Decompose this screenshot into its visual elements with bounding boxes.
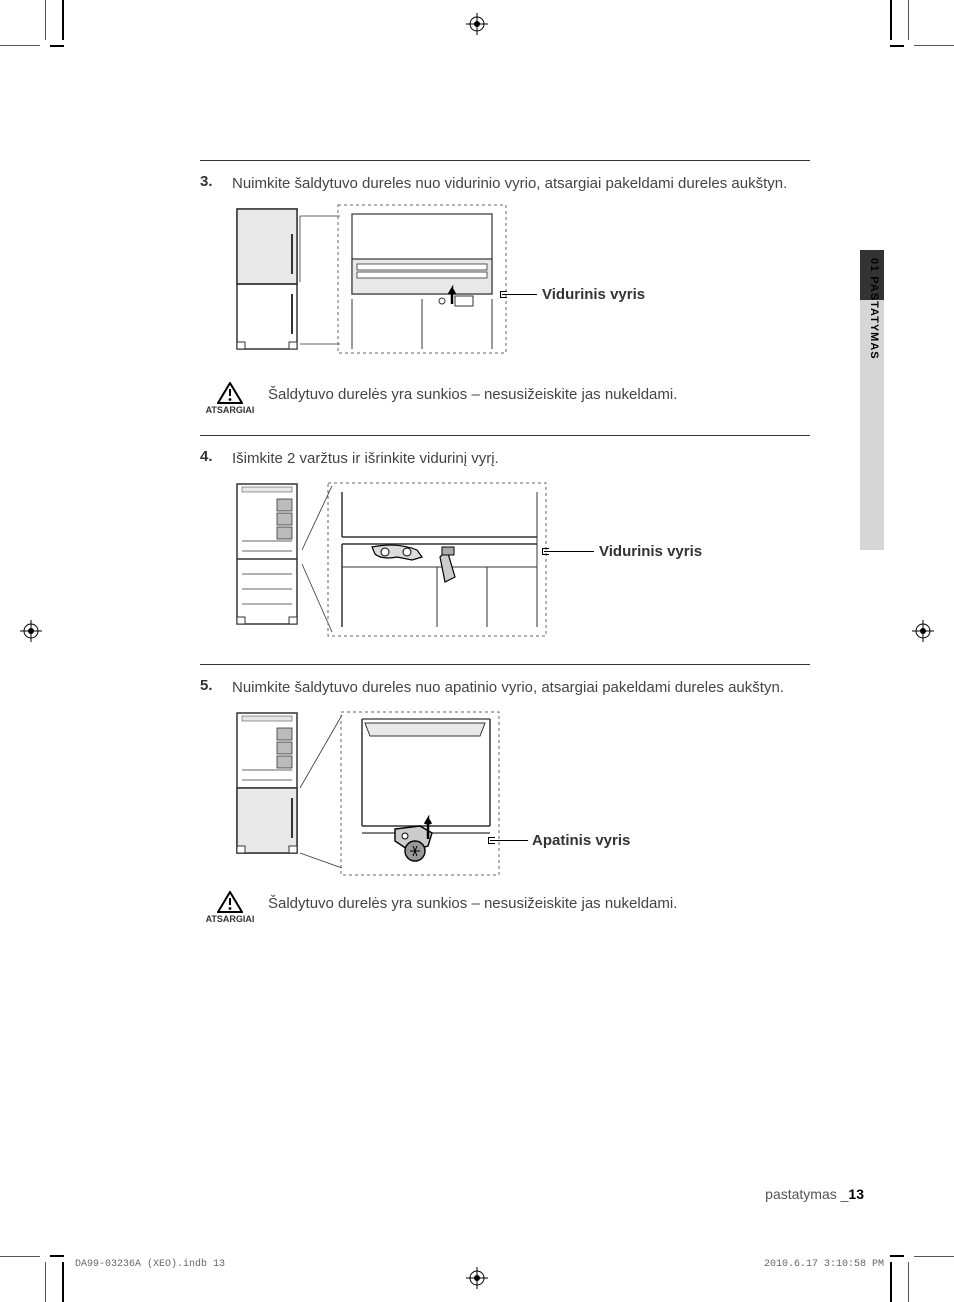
step-number: 5.	[200, 677, 222, 698]
crop-mark	[50, 45, 64, 47]
crop-mark	[890, 1255, 904, 1257]
crop-mark	[0, 1256, 40, 1257]
crop-mark	[908, 0, 909, 40]
registration-mark-icon	[20, 620, 42, 642]
crop-mark	[45, 0, 46, 40]
crop-mark	[62, 0, 64, 40]
crop-mark	[45, 1262, 46, 1302]
detail-illustration	[340, 711, 500, 876]
callout-label: Apatinis vyris	[532, 832, 630, 849]
main-content: 3. Nuimkite šaldytuvo dureles nuo viduri…	[200, 160, 810, 944]
figure-step-4: Vidurinis vyris	[232, 479, 810, 644]
crop-mark	[890, 45, 904, 47]
detail-illustration	[327, 482, 547, 637]
detail-illustration	[337, 204, 507, 354]
step-number: 4.	[200, 448, 222, 469]
crop-mark	[908, 1262, 909, 1302]
figure-step-5: Apatinis vyris	[232, 708, 810, 883]
callout-bracket	[542, 548, 549, 555]
callout-bracket	[500, 291, 507, 298]
registration-mark-icon	[912, 620, 934, 642]
figure-step-3: Vidurinis vyris	[232, 204, 810, 374]
step-text: Nuimkite šaldytuvo dureles nuo vidurinio…	[232, 173, 810, 194]
warning-text: Šaldytuvo durelės yra sunkios – nesusiže…	[268, 891, 677, 912]
step-4: 4. Išimkite 2 varžtus ir išrinkite vidur…	[200, 435, 810, 664]
step-number: 3.	[200, 173, 222, 194]
warning-step-5: ATSARGIAI Šaldytuvo durelės yra sunkios …	[200, 891, 810, 924]
crop-mark	[0, 45, 40, 46]
step-text: Nuimkite šaldytuvo dureles nuo apatinio …	[232, 677, 810, 698]
crop-mark	[890, 0, 892, 40]
print-meta-left: DA99-03236A (XEO).indb 13	[75, 1259, 225, 1270]
crop-mark	[890, 1262, 892, 1302]
warning-step-3: ATSARGIAI Šaldytuvo durelės yra sunkios …	[200, 382, 810, 415]
step-3: 3. Nuimkite šaldytuvo dureles nuo viduri…	[200, 160, 810, 435]
print-meta-right: 2010.6.17 3:10:58 PM	[764, 1259, 884, 1270]
callout-line	[490, 840, 528, 841]
warning-label: ATSARGIAI	[206, 914, 255, 924]
footer-page-number: 13	[848, 1186, 864, 1202]
section-tab-label: 01 PASTATYMAS	[868, 258, 880, 360]
page-footer: pastatymas _13	[765, 1186, 864, 1202]
warning-label: ATSARGIAI	[206, 405, 255, 415]
callout-line	[544, 551, 594, 552]
warning-icon	[217, 382, 243, 404]
callout-label: Vidurinis vyris	[599, 543, 702, 560]
registration-mark-icon	[466, 13, 488, 35]
warning-text: Šaldytuvo durelės yra sunkios – nesusiže…	[268, 382, 677, 403]
callout-line	[502, 294, 537, 295]
footer-section: pastatymas _	[765, 1186, 848, 1202]
warning-icon	[217, 891, 243, 913]
step-text: Išimkite 2 varžtus ir išrinkite vidurinį…	[232, 448, 810, 469]
crop-mark	[62, 1262, 64, 1302]
registration-mark-icon	[466, 1267, 488, 1289]
callout-bracket	[488, 837, 495, 844]
crop-mark	[914, 45, 954, 46]
callout-label: Vidurinis vyris	[542, 286, 645, 303]
crop-mark	[914, 1256, 954, 1257]
step-5: 5. Nuimkite šaldytuvo dureles nuo apatin…	[200, 664, 810, 944]
crop-mark	[50, 1255, 64, 1257]
